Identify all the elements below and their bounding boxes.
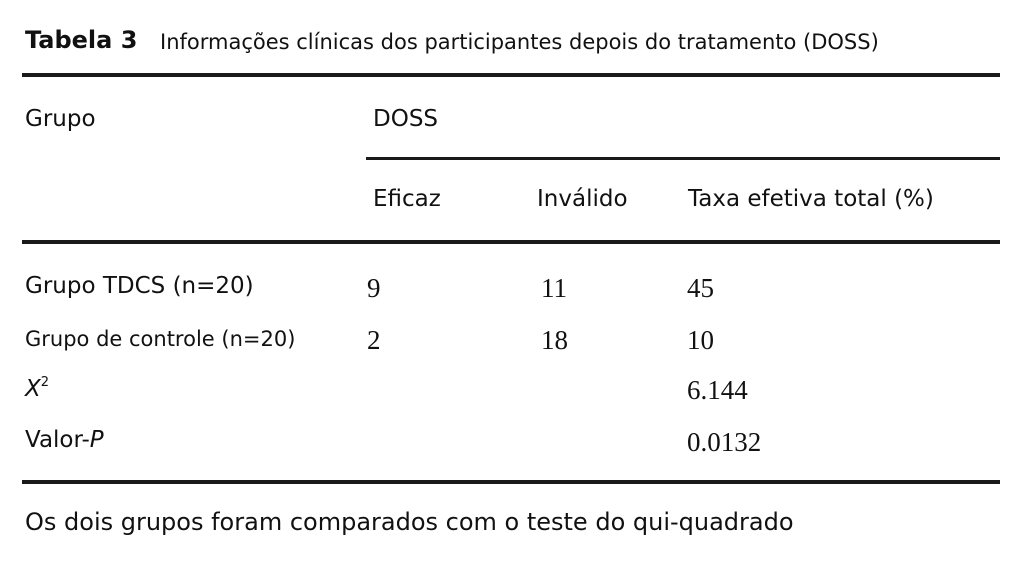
cell-control-total-rate: 10 <box>687 325 714 355</box>
chi-square-symbol: X <box>25 376 41 402</box>
header-total-rate: Taxa efetiva total (%) <box>688 186 934 212</box>
header-rule <box>22 240 1000 244</box>
chi-square-superscript: 2 <box>40 375 50 390</box>
cell-tdcs-invalid: 11 <box>541 273 567 303</box>
row-label-control: Grupo de controle (n=20) <box>25 327 296 351</box>
cell-chi-square-value: 6.144 <box>687 375 748 405</box>
cell-tdcs-total-rate: 45 <box>687 273 714 303</box>
cell-control-invalid: 18 <box>541 325 568 355</box>
p-value-italic: P <box>89 427 104 453</box>
row-label-p-value: Valor-P <box>25 427 104 453</box>
header-doss: DOSS <box>373 106 439 132</box>
table-footnote: Os dois grupos foram comparados com o te… <box>25 508 794 536</box>
table-caption-label: Tabela 3 <box>25 26 138 54</box>
cell-control-effective: 2 <box>367 325 381 355</box>
header-effective: Eficaz <box>373 186 441 212</box>
header-invalid: Inválido <box>537 186 628 212</box>
doss-subrule <box>366 157 1000 160</box>
row-label-tdcs: Grupo TDCS (n=20) <box>25 273 254 299</box>
table-caption-text: Informações clínicas dos participantes d… <box>160 30 879 54</box>
bottom-rule <box>22 480 1000 484</box>
p-value-prefix: Valor- <box>25 427 90 453</box>
cell-tdcs-effective: 9 <box>367 273 381 303</box>
header-group: Grupo <box>25 106 96 132</box>
top-rule <box>22 73 1000 77</box>
row-label-chi-square: X2 <box>25 375 49 402</box>
cell-p-value: 0.0132 <box>687 427 762 457</box>
